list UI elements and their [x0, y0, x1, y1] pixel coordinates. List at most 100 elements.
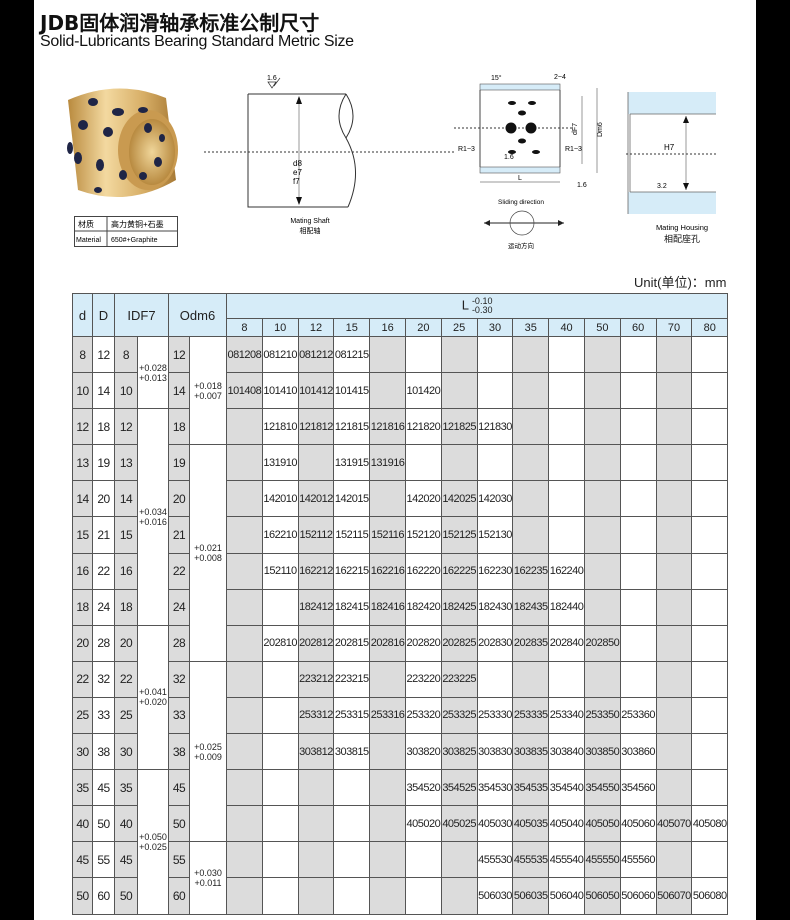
part-number-cell: 202820	[404, 624, 442, 662]
part-number-cell: 101412	[297, 372, 335, 410]
part-number-cell: 405080	[691, 805, 729, 843]
odm6-tolerance-upper: +0.018	[194, 380, 222, 391]
part-number-cell	[440, 877, 478, 915]
part-number-cell: 152116	[369, 516, 406, 554]
header-idf7: IDF7	[114, 293, 169, 337]
cell-idf7: 10	[114, 372, 138, 410]
cell-D: 32	[92, 660, 115, 698]
part-number-cell	[655, 733, 693, 771]
roughness-out-label: 1.6	[577, 182, 587, 189]
cell-d: 12	[72, 408, 93, 446]
part-number-cell: 303815	[333, 733, 371, 771]
part-number-cell	[619, 588, 657, 626]
part-number-cell	[226, 877, 263, 915]
cell-D: 21	[92, 516, 115, 554]
part-number-cell: 162220	[404, 552, 442, 590]
part-number-cell	[583, 335, 621, 374]
part-number-cell	[548, 516, 585, 554]
table-row: 18 24 18 24 182412 182415 182416 182420 182425 18…	[72, 588, 729, 626]
part-number-cell	[548, 480, 585, 518]
cell-odm6: 32	[168, 660, 190, 698]
part-number-cell: 354550	[583, 769, 621, 807]
part-number-cell: 121815	[333, 408, 371, 446]
shaft-caption-en: Mating Shaft	[290, 218, 329, 225]
housing-caption-en: Mating Housing	[656, 223, 708, 232]
part-number-cell: 506035	[512, 877, 550, 915]
odm6-tolerance-upper: +0.021	[194, 543, 222, 554]
part-number-cell	[476, 372, 514, 410]
part-number-cell: 354540	[548, 769, 585, 807]
part-number-cell	[619, 335, 657, 374]
part-number-cell: 202815	[333, 624, 371, 662]
cell-d: 45	[72, 841, 93, 879]
part-number-cell	[333, 841, 371, 879]
part-number-cell	[619, 660, 657, 698]
part-number-cell	[583, 372, 621, 410]
idf7-tolerance-upper: +0.041	[139, 687, 167, 698]
cell-idf7: 18	[114, 588, 138, 626]
idf7-tolerance: +0.041 +0.020	[137, 624, 169, 771]
shaft-roughness: 1.6	[267, 75, 277, 82]
part-number-cell	[333, 769, 371, 807]
part-number-cell	[691, 588, 729, 626]
part-number-cell: 142025	[440, 480, 478, 518]
header-length-10: 10	[261, 318, 299, 337]
part-number-cell: 223225	[440, 660, 478, 698]
part-number-cell: 142030	[476, 480, 514, 518]
part-number-cell: 131916	[369, 444, 406, 482]
bushing-photo	[67, 88, 178, 198]
cell-odm6: 21	[168, 516, 190, 554]
part-number-cell: 202825	[440, 624, 478, 662]
cell-odm6: 50	[168, 805, 190, 843]
part-number-cell	[691, 444, 729, 482]
cell-D: 50	[92, 805, 115, 843]
part-number-cell: 121820	[404, 408, 442, 446]
header-length-50: 50	[583, 318, 621, 337]
table-row: 13 19 13 19 +0.021 +0.008 131910 131915 131916	[72, 444, 729, 662]
part-number-cell: 405020	[404, 805, 442, 843]
cell-D: 55	[92, 841, 115, 879]
cell-idf7: 30	[114, 733, 138, 771]
cell-d: 40	[72, 805, 93, 843]
part-number-cell: 202835	[512, 624, 550, 662]
table-row: 25 33 25 33 253312 253315 253316 253320 253325 25…	[72, 696, 729, 735]
idf7-tolerance-upper: +0.050	[139, 831, 167, 842]
part-number-cell	[261, 660, 299, 698]
part-number-cell	[691, 335, 729, 374]
header-length-40: 40	[548, 318, 585, 337]
part-number-cell: 182430	[476, 588, 514, 626]
part-number-cell	[476, 660, 514, 698]
cell-idf7: 8	[114, 335, 138, 374]
part-number-cell: 455535	[512, 841, 550, 879]
part-number-cell	[691, 624, 729, 662]
part-number-cell: 405025	[440, 805, 478, 843]
part-number-cell: 506060	[619, 877, 657, 915]
part-number-cell: 303850	[583, 733, 621, 771]
cell-idf7: 40	[114, 805, 138, 843]
outer-dia-label: Dm6	[597, 122, 604, 137]
part-number-cell	[583, 480, 621, 518]
mating-shaft-diagram: 1.6 d8 e7 f7 Mating Shaft 相配轴	[204, 75, 454, 235]
material-table: 材质 高力黄铜+石墨 Material 650#+Graphite	[74, 216, 178, 247]
part-number-cell: 223212	[297, 660, 335, 698]
odm6-tolerance: +0.025 +0.009	[189, 660, 227, 843]
material-label-cn: 材质	[78, 219, 94, 229]
part-number-cell: 081212	[297, 335, 335, 374]
part-number-cell: 223215	[333, 660, 371, 698]
part-number-cell	[691, 372, 729, 410]
sliding-direction-cn: 运动方向	[508, 241, 534, 250]
part-number-cell	[655, 624, 693, 662]
cell-odm6: 33	[168, 696, 190, 735]
table-row: 22 32 22 32 +0.025 +0.009 223212 223215 223220 22…	[72, 660, 729, 843]
idf7-tolerance: +0.034 +0.016	[137, 408, 169, 626]
part-number-cell: 354560	[619, 769, 657, 807]
part-number-cell: 253320	[404, 696, 442, 735]
cell-D: 45	[92, 769, 115, 807]
part-number-cell: 162235	[512, 552, 550, 590]
odm6-tolerance-lower: +0.008	[194, 553, 222, 564]
part-number-cell: 253350	[583, 696, 621, 735]
part-number-cell: 303840	[548, 733, 585, 771]
part-number-cell: 081215	[333, 335, 371, 374]
cell-idf7: 35	[114, 769, 138, 807]
part-number-cell: 162225	[440, 552, 478, 590]
